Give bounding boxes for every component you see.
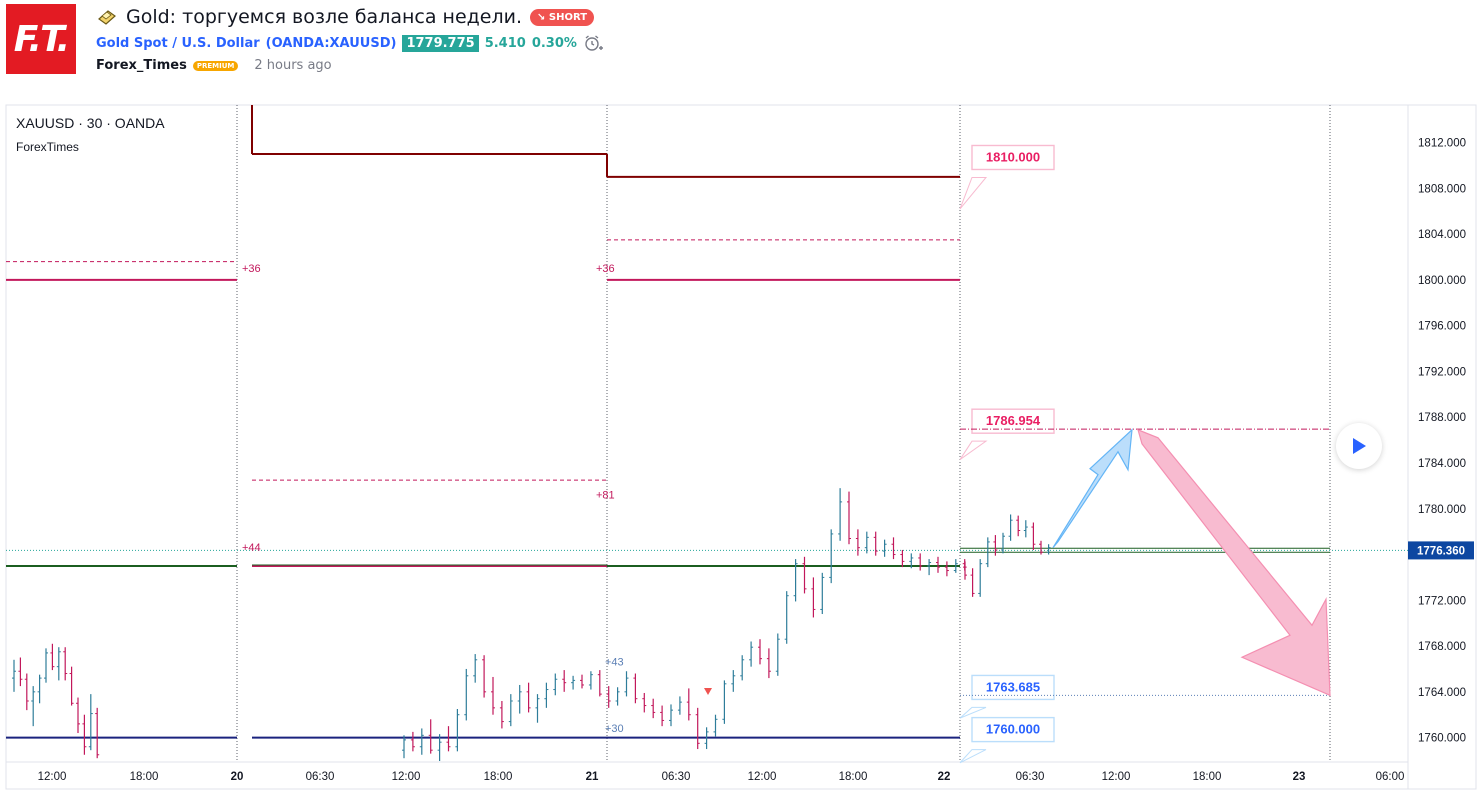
current-price-tag [1408,541,1474,560]
symbol-row: Gold Spot / U.S. Dollar (OANDA:XAUUSD) 1… [96,34,603,52]
time-tick-label: 06:30 [306,771,335,783]
price-tick-label: 1760.000 [1418,733,1466,745]
current-price-label: 1776.360 [1417,545,1465,557]
logo-text: F.T. [13,18,70,60]
short-badge: ↘ SHORT [530,8,595,26]
annotation-pointer [959,176,988,210]
replay-play-button[interactable] [1336,423,1382,469]
price-tick-label: 1764.000 [1418,687,1466,699]
up-forecast-arrow [1052,428,1133,549]
price-axis: 1812.000 1808.000 1804.000 1800.000 1796.000… [1408,138,1474,745]
idea-title-row: Gold: торгуемся возле баланса недели. ↘ … [96,6,595,28]
chart-frame [5,104,1477,790]
sell-signal-marker [704,688,712,695]
author-row: Forex_Times PREMIUM 2 hours ago [96,58,332,73]
level-mark: +44 [242,542,261,554]
symbol-ticker-link[interactable]: (OANDA:XAUUSD) [265,35,397,51]
time-tick-label: 06:30 [662,771,691,783]
last-price-badge: 1779.775 [402,34,479,52]
forecast-arrows [1052,428,1331,697]
price-tick-label: 1808.000 [1418,183,1466,195]
time-tick-label: 18:00 [1193,771,1222,783]
price-tick-label: 1800.000 [1418,275,1466,287]
price-change-percent: 0.30% [531,35,577,51]
price-tick-label: 1784.000 [1418,458,1466,470]
time-tick-label: 18:00 [130,771,159,783]
time-tick-label: 23 [1293,771,1306,783]
time-tick-label: 12:00 [38,771,67,783]
level-mark: +36 [596,263,615,275]
time-tick-label: 06:30 [1016,771,1045,783]
time-tick-label: 12:00 [748,771,777,783]
price-tick-label: 1788.000 [1418,412,1466,424]
price-tick-label: 1804.000 [1418,229,1466,241]
price-tick-label: 1768.000 [1418,641,1466,653]
annotation-box [971,144,1055,171]
symbol-name-link[interactable]: Gold Spot / U.S. Dollar [96,35,260,51]
level-mark: +43 [605,657,624,669]
annotation-label: 1810.000 [986,149,1040,164]
annotation-pointer [959,440,988,460]
annotation-pointer [959,749,987,764]
published-time: 2 hours ago [254,58,332,73]
daily-levels: +36 +36 +81 +44 +43 +30 [6,105,1330,739]
price-tick-label: 1772.000 [1418,595,1466,607]
chart-legend: XAUUSD · 30 · OANDA [16,115,165,131]
annotation-label: 1786.954 [986,413,1041,428]
time-tick-label: 21 [586,771,599,783]
down-forecast-arrow [1137,428,1331,697]
price-tick-label: 1780.000 [1418,504,1466,516]
price-annotations: 1810.000 1786.954 1763.685 1760.000 [959,144,1330,764]
level-mark: +36 [242,263,261,275]
premium-badge: PREMIUM [192,60,239,71]
price-tick-label: 1792.000 [1418,366,1466,378]
alarm-clock-icon[interactable] [583,34,603,52]
gold-bar-icon [98,10,116,25]
idea-title: Gold: торгуемся возле баланса недели. [126,6,523,28]
level-mark: +30 [605,723,624,735]
annotation-label: 1763.685 [986,679,1040,694]
time-tick-label: 22 [938,771,951,783]
time-tick-label: 18:00 [839,771,868,783]
price-tick-label: 1812.000 [1418,138,1466,150]
author-link[interactable]: Forex_Times [96,58,187,73]
price-tick-label: 1796.000 [1418,321,1466,333]
time-axis: 12:00 18:00 20 06:30 12:00 18:00 21 06:30 12:00 1… [38,771,1405,783]
brand-logo[interactable]: F.T. [6,4,76,74]
level-mark: +81 [596,489,615,501]
candle-series [12,488,1051,761]
chart-watermark: ForexTimes [16,140,79,154]
annotation-label: 1760.000 [986,722,1040,737]
time-tick-label: 18:00 [484,771,513,783]
time-tick-label: 12:00 [392,771,421,783]
session-separators [6,105,1408,762]
annotation-pointer [959,706,987,719]
time-tick-label: 20 [231,771,244,783]
time-tick-label: 06:00 [1376,771,1405,783]
play-icon [1353,438,1366,454]
price-change: 5.410 [484,35,526,51]
annotation-box [971,674,1055,701]
annotation-box [971,716,1055,743]
time-tick-label: 12:00 [1102,771,1131,783]
